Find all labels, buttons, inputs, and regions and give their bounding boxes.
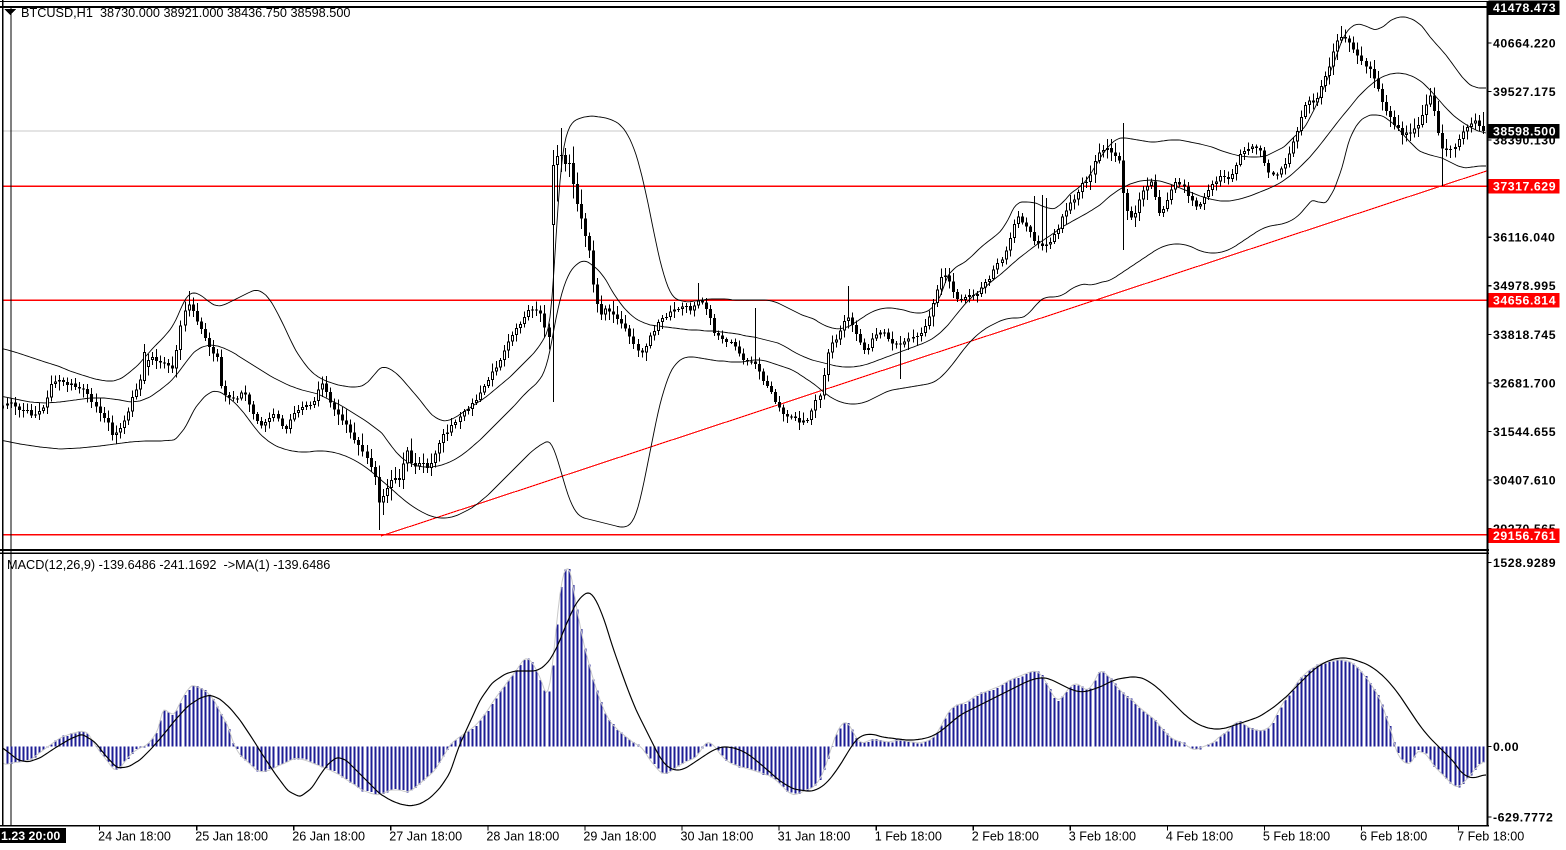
svg-text:38598.500: 38598.500 [1493,124,1556,138]
svg-text:24 Jan 18:00: 24 Jan 18:00 [98,830,171,844]
svg-text:5 Feb 18:00: 5 Feb 18:00 [1263,830,1330,844]
svg-text:0.00: 0.00 [1493,740,1519,754]
svg-text:7 Feb 18:00: 7 Feb 18:00 [1457,830,1524,844]
svg-text:1 Feb 18:00: 1 Feb 18:00 [875,830,942,844]
svg-text:30407.610: 30407.610 [1493,474,1556,488]
svg-text:40664.220: 40664.220 [1493,36,1556,50]
svg-text:29156.761: 29156.761 [1493,529,1556,543]
svg-text:1528.9289: 1528.9289 [1493,556,1556,570]
svg-text:25 Jan 18:00: 25 Jan 18:00 [195,830,268,844]
svg-text:BTCUSD,H1 38730.000 38921.000: BTCUSD,H1 38730.000 38921.000 38436.750 … [21,6,350,20]
svg-text:36116.040: 36116.040 [1493,231,1555,245]
svg-text:27 Jan 18:00: 27 Jan 18:00 [389,830,462,844]
svg-text:4 Feb 18:00: 4 Feb 18:00 [1166,830,1233,844]
svg-text:3 Feb 18:00: 3 Feb 18:00 [1069,830,1136,844]
svg-text:31544.655: 31544.655 [1493,425,1556,439]
svg-text:34656.814: 34656.814 [1493,293,1556,307]
svg-text:39527.175: 39527.175 [1493,85,1556,99]
svg-text:30 Jan 18:00: 30 Jan 18:00 [681,830,754,844]
svg-text:6 Feb 18:00: 6 Feb 18:00 [1360,830,1427,844]
svg-text:26 Jan 18:00: 26 Jan 18:00 [292,830,365,844]
svg-text:28 Jan 18:00: 28 Jan 18:00 [486,830,559,844]
svg-text:29 Jan 18:00: 29 Jan 18:00 [583,830,656,844]
svg-text:31 Jan 18:00: 31 Jan 18:00 [778,830,851,844]
svg-text:1.23 20:00: 1.23 20:00 [1,829,60,843]
svg-text:41478.473: 41478.473 [1493,1,1556,15]
svg-text:34978.995: 34978.995 [1493,279,1556,293]
svg-text:32681.700: 32681.700 [1493,376,1556,390]
svg-text:37317.629: 37317.629 [1493,179,1556,193]
svg-text:-629.7772: -629.7772 [1493,810,1553,824]
svg-text:33818.745: 33818.745 [1493,328,1556,342]
svg-text:2 Feb 18:00: 2 Feb 18:00 [972,830,1039,844]
svg-text:MACD(12,26,9) -139.6486 -241.1: MACD(12,26,9) -139.6486 -241.1692 ->MA(1… [7,558,330,572]
